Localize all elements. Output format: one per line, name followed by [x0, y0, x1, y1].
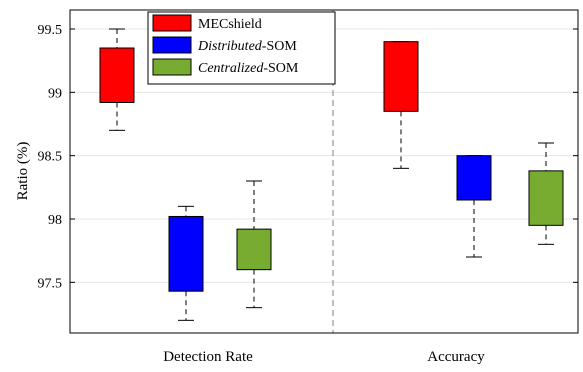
- box-body: [99, 47, 135, 103]
- x-group-labels: Detection Rate Accuracy: [163, 349, 485, 365]
- y-tick-label: 98: [48, 213, 62, 228]
- legend-label: Distributed-SOM: [197, 39, 297, 54]
- box-body: [236, 228, 272, 271]
- y-tick-label: 97.5: [38, 276, 63, 291]
- box-series: [99, 28, 564, 321]
- box-body: [383, 41, 419, 112]
- box-centralized-som: [236, 180, 272, 309]
- y-axis-label: Ratio (%): [15, 142, 31, 201]
- y-tick-label: 98.5: [38, 150, 63, 165]
- legend-label: Centralized-SOM: [198, 61, 299, 76]
- legend-swatch: [152, 14, 192, 32]
- box-body: [168, 215, 204, 292]
- box-centralized-som: [528, 142, 564, 245]
- x-group-label: Accuracy: [427, 349, 485, 365]
- box-mecshield: [383, 41, 419, 169]
- y-tick-label: 99.5: [38, 23, 63, 38]
- x-group-label: Detection Rate: [163, 349, 253, 365]
- box-body: [528, 170, 564, 226]
- legend-label: MECshield: [198, 17, 262, 32]
- legend-swatch: [152, 58, 192, 76]
- y-tick-label: 99: [48, 86, 62, 101]
- y-tick-labels: 97.5 98 98.5 99 99.5: [38, 23, 578, 291]
- box-distributed-som: [168, 205, 204, 321]
- legend: MECshield Distributed-SOM Centralized-SOM: [147, 11, 336, 85]
- box-mecshield: [99, 28, 135, 131]
- legend-swatch: [152, 36, 192, 54]
- grid-lines: [70, 28, 578, 283]
- plot-frame: [69, 9, 579, 334]
- box-distributed-som: [456, 155, 492, 258]
- box-body: [456, 155, 492, 201]
